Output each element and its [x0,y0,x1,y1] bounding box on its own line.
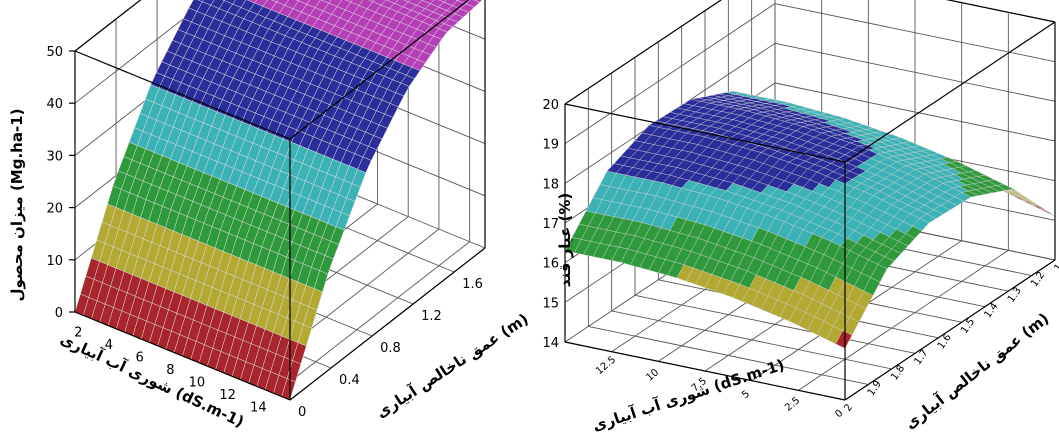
surface-patch [835,330,853,349]
z-tick-label: 30 [46,149,63,164]
y-tick-label: 1.3 [1006,285,1024,304]
left-wall-gridline [564,3,776,145]
y-axis-title: عمق ناخالص آبیاری (m) [901,309,1052,433]
floor-gridline [588,326,869,385]
y-tick-label: 1.1 [1052,254,1059,273]
y-tick-label: 0 [298,405,306,420]
x-tick-label: 2 [74,325,82,340]
y-tick-label: 1.8 [889,363,907,382]
x-tick-label: 6 [136,350,144,365]
z-axis-title: عیار قند (%) [556,193,574,287]
z-axis-title: میزان محصول (Mg.ha-1) [8,109,26,302]
box-edge [564,0,723,105]
z-tick-label-left: 15 [542,296,559,311]
x-tick-label: 2.5 [783,395,802,414]
box-edge [289,0,470,140]
box-edge [844,259,1056,401]
x-tick-label: 12.5 [594,354,618,377]
box-edge [564,103,846,163]
sugar-content-surface-chart: 141516171819201415161718192002.557.51012… [542,0,1059,435]
z-tick-label: 40 [46,97,63,112]
left-wall-gridline [564,0,722,105]
y-tick-label: 2 [842,402,855,414]
x-tick-label: 5 [740,388,752,401]
x-tick-label: 14 [250,401,267,416]
box-edge [74,0,142,52]
box-edge [564,341,846,401]
box-edge [74,311,291,401]
y-tick-label: 0.4 [339,373,360,388]
z-tick-label-left: 18 [542,177,559,192]
box-edge [74,50,291,140]
x-tick-label: 4 [105,338,113,353]
z-tick-label-left: 20 [542,98,559,113]
x-tick-label: 10 [644,367,661,384]
z-tick-label: 20 [46,202,63,217]
y-axis-title: عمق ناخالص آبیاری (m) [373,310,532,422]
y-tick-label: 1.5 [959,317,977,336]
x-tick-label: 10 [189,376,206,391]
y-tick-label: 1.4 [982,301,1000,320]
floor-gridline [634,294,916,354]
z-tick-label: 10 [46,254,63,269]
y-tick-label: 1.2 [421,309,442,324]
floor-gridline [798,249,1009,391]
left-wall-gridline [74,0,209,104]
box-edge [844,21,1056,163]
z-tick-label-left: 14 [542,336,559,351]
floor-gridline [274,241,470,395]
x-tick-label: 12 [219,388,236,403]
y-tick-label: 0.8 [380,341,401,356]
y-tick-label: 1.9 [866,379,884,398]
y-tick-label: 1.2 [1029,270,1047,289]
box-edge [945,0,1056,23]
z-tick-label: 50 [46,45,63,60]
yield-surface-chart: 0 10 20 30 40 50 2 4 6 8 10 12 14 0 0.4 0.8 1.2 1.6 میزان … [8,0,532,431]
z-tick-label-left: 17 [542,217,559,232]
box-edge [289,247,486,401]
y-tick-label: 1.6 [462,277,483,292]
x-tick-label: 8 [166,363,174,378]
z-tick-label-left: 16 [542,257,559,272]
y-tick-label: 1.6 [936,332,954,351]
z-tick-label-left: 19 [542,138,559,153]
x-tick-label: 0 [833,408,845,421]
z-tick-label: 0 [55,306,63,321]
y-tick-label: 1.7 [912,348,930,367]
